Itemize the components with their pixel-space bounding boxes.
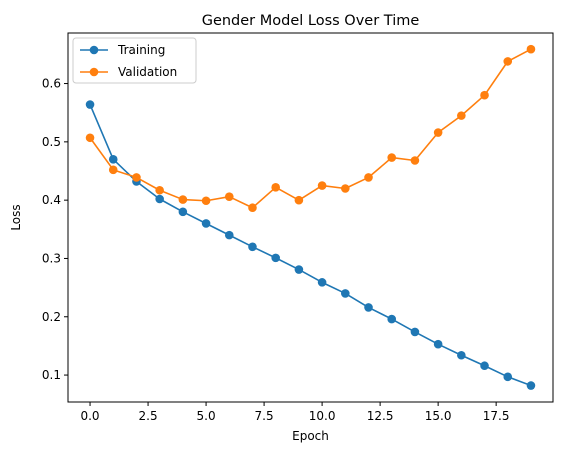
training-point bbox=[526, 381, 536, 390]
validation-point bbox=[132, 173, 141, 182]
validation-point bbox=[387, 153, 397, 162]
training-point bbox=[294, 265, 304, 274]
training-point bbox=[317, 278, 327, 287]
validation-point bbox=[271, 183, 280, 192]
x-tick-label: 5.0 bbox=[197, 409, 216, 423]
training-point bbox=[178, 207, 188, 217]
validation-point bbox=[224, 192, 234, 201]
x-axis: 0.0 2.5 5.0 7.5 10.0 12.5 15.0 17.5 bbox=[80, 402, 510, 423]
y-tick-label: 0.3 bbox=[42, 251, 61, 265]
training-point bbox=[503, 372, 513, 382]
x-tick-label: 10.0 bbox=[309, 409, 336, 423]
plot-area bbox=[85, 44, 536, 390]
y-tick-label: 0.5 bbox=[42, 135, 61, 149]
training-point bbox=[387, 314, 397, 324]
legend-training-marker bbox=[89, 45, 99, 55]
validation-point bbox=[108, 165, 118, 175]
y-tick-label: 0.4 bbox=[42, 193, 61, 207]
validation-point bbox=[155, 185, 164, 195]
validation-point bbox=[410, 156, 420, 165]
training-point bbox=[410, 327, 420, 337]
training-point bbox=[271, 253, 280, 263]
training-point bbox=[480, 361, 489, 371]
training-point bbox=[433, 339, 443, 349]
validation-point bbox=[201, 196, 211, 206]
validation-point bbox=[85, 133, 95, 143]
training-point bbox=[224, 230, 234, 240]
training-point bbox=[248, 242, 257, 252]
training-point bbox=[364, 303, 373, 312]
validation-point bbox=[317, 181, 327, 190]
training-line bbox=[89, 104, 532, 387]
legend: Training Validation bbox=[72, 37, 197, 84]
validation-point bbox=[503, 57, 513, 66]
chart-title: Gender Model Loss Over Time bbox=[202, 13, 420, 29]
validation-point bbox=[178, 195, 188, 204]
y-tick-label: 0.1 bbox=[42, 368, 61, 382]
x-tick-label: 17.5 bbox=[483, 409, 510, 423]
validation-point bbox=[294, 195, 304, 205]
y-tick-label: 0.2 bbox=[42, 310, 61, 324]
x-axis-label: Epoch bbox=[292, 429, 329, 443]
training-point bbox=[85, 100, 95, 109]
x-tick-label: 2.5 bbox=[139, 409, 158, 423]
training-point bbox=[201, 219, 211, 228]
training-point bbox=[155, 194, 164, 204]
y-axis: 0.1 0.2 0.3 0.4 0.5 0.6 bbox=[42, 77, 68, 382]
validation-point bbox=[526, 44, 536, 54]
x-tick-label: 7.5 bbox=[255, 409, 274, 423]
x-tick-label: 12.5 bbox=[367, 409, 394, 423]
legend-validation-label: Validation bbox=[118, 65, 177, 79]
validation-point bbox=[248, 203, 257, 213]
legend-training-label: Training bbox=[117, 43, 165, 57]
validation-point bbox=[341, 184, 350, 193]
training-point bbox=[341, 289, 350, 298]
axes-frame bbox=[67, 32, 554, 403]
validation-point bbox=[364, 173, 373, 182]
legend-validation-marker bbox=[89, 67, 99, 77]
training-point bbox=[457, 350, 466, 360]
validation-point bbox=[457, 111, 466, 120]
y-tick-label: 0.6 bbox=[42, 77, 61, 91]
x-tick-label: 15.0 bbox=[425, 409, 452, 423]
validation-point bbox=[480, 90, 489, 100]
x-tick-label: 0.0 bbox=[80, 409, 99, 423]
validation-point bbox=[433, 128, 443, 137]
y-axis-label: Loss bbox=[9, 204, 23, 230]
training-point bbox=[108, 155, 118, 164]
